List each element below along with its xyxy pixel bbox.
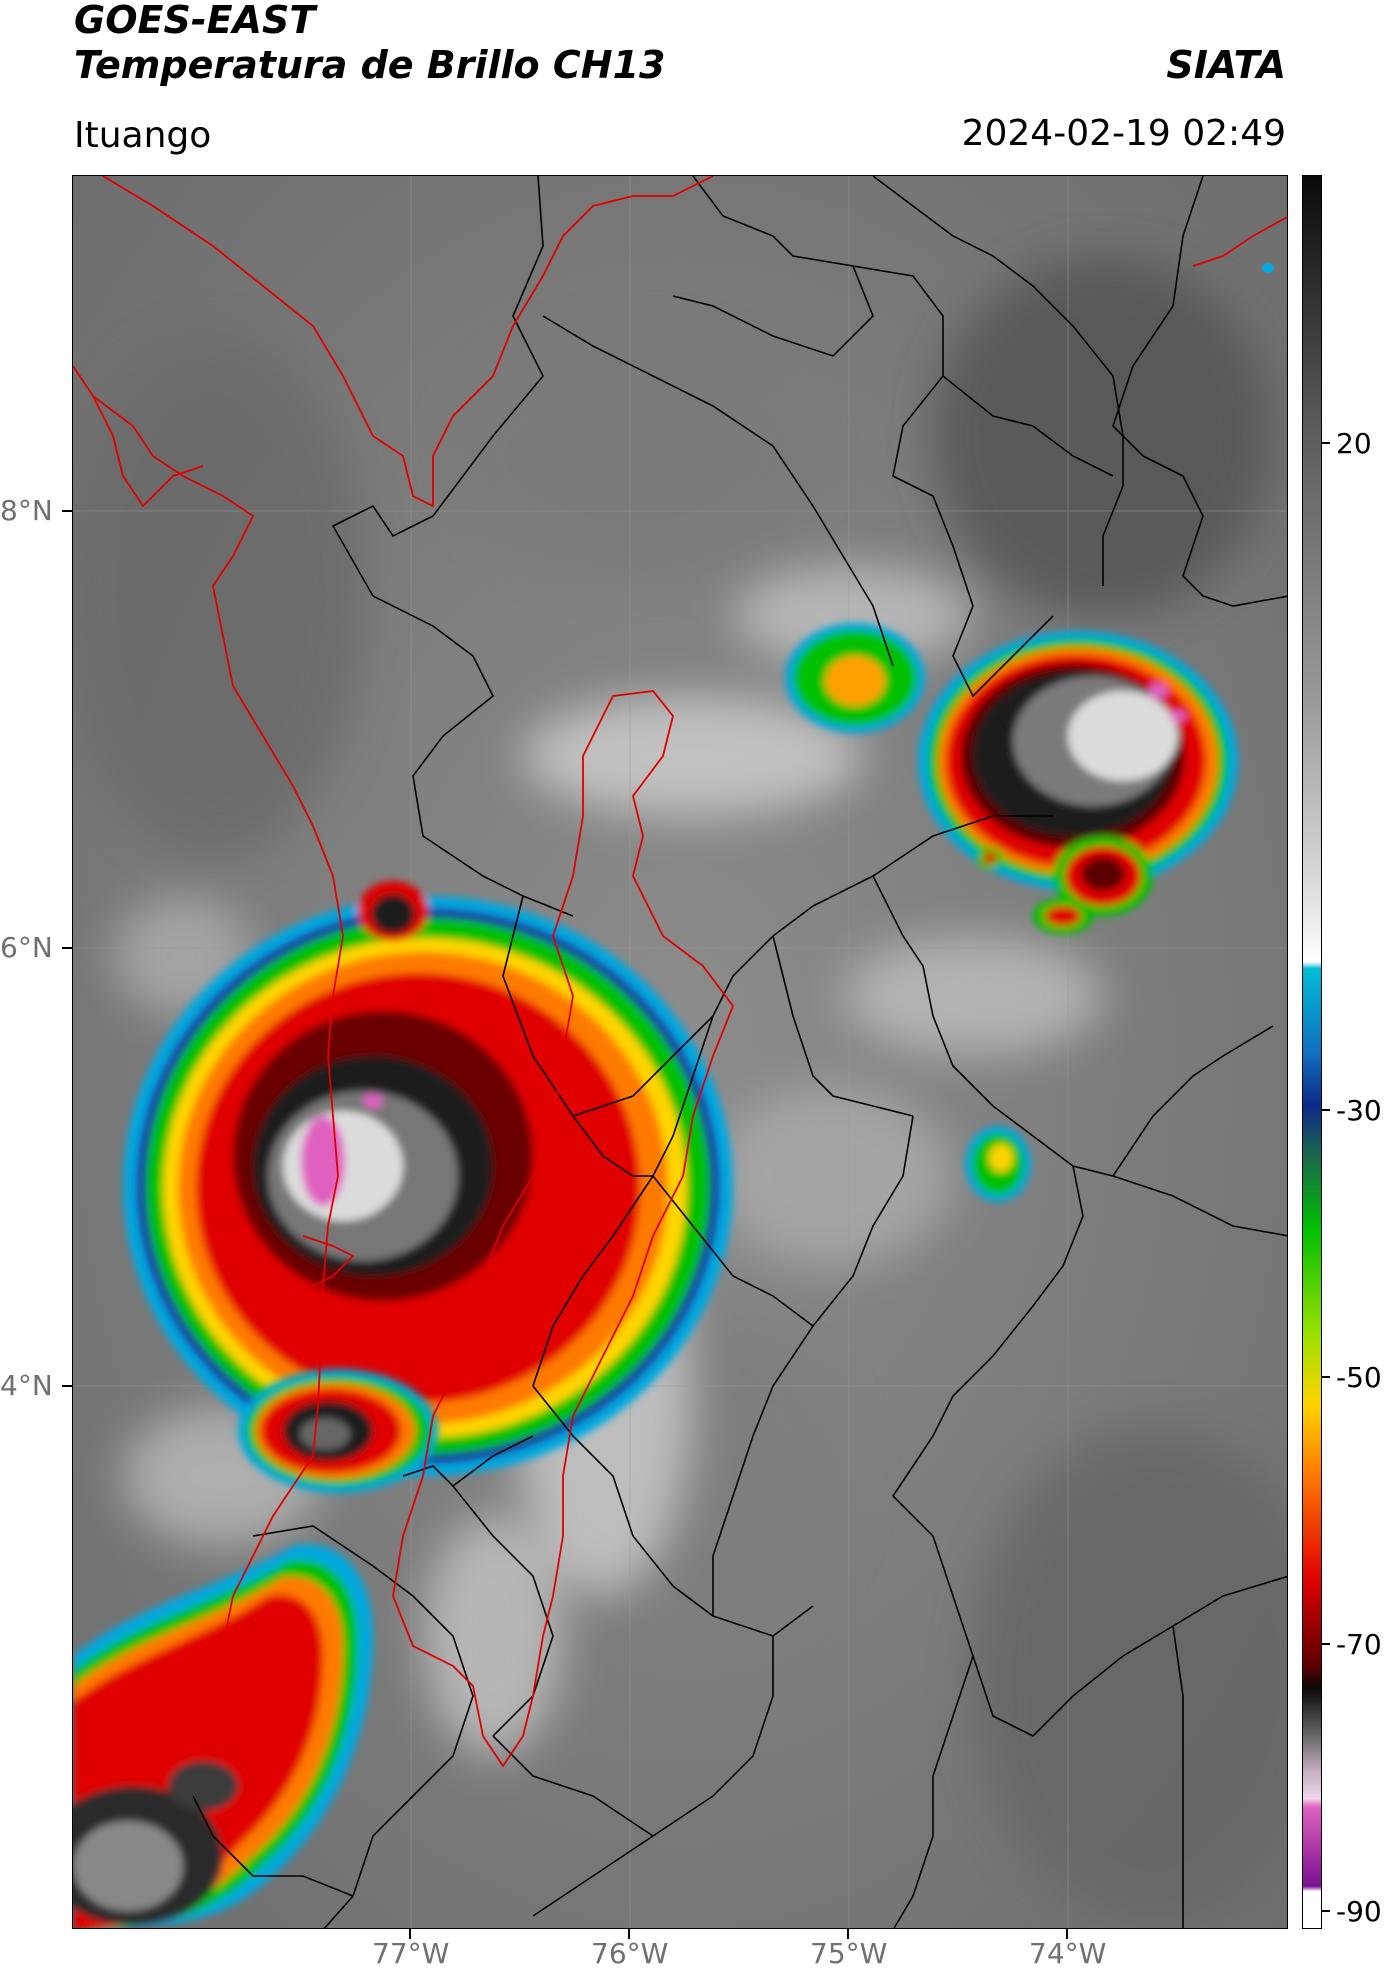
storm-cell-northeast (918, 631, 1238, 934)
colorbar-label: -70 (1336, 1628, 1382, 1661)
colorbar (1302, 175, 1322, 1929)
colorbar-tick (1322, 1376, 1330, 1378)
lat-tick (62, 1385, 72, 1387)
lon-label: 75°W (810, 1937, 888, 1970)
lon-label: 77°W (372, 1937, 450, 1970)
lon-tick (847, 1929, 849, 1939)
coastline-and-basin (73, 176, 1287, 1768)
storm-cell-east-small (785, 623, 925, 733)
lat-tick (62, 510, 72, 512)
storm-cell-isolated (965, 1126, 1031, 1202)
cloud-spot (1262, 263, 1274, 273)
lon-label: 76°W (591, 1937, 669, 1970)
colorbar-label: -50 (1336, 1361, 1382, 1394)
lat-label: 8°N (0, 494, 53, 527)
colorbar-tick (1322, 1109, 1330, 1111)
lon-tick (409, 1929, 411, 1939)
lon-tick (628, 1929, 630, 1939)
datetime-label: 2024-02-19 02:49 (961, 113, 1286, 154)
satellite-image (73, 176, 1287, 1928)
colorbar-label: 20 (1336, 427, 1372, 460)
colorbar-tick (1322, 442, 1330, 444)
region-label: Ituango (74, 115, 212, 156)
lon-tick (1066, 1929, 1068, 1939)
colorbar-tick (1322, 1643, 1330, 1645)
storm-cell-southwest (73, 1544, 373, 1928)
brand-label: SIATA (1166, 43, 1286, 87)
satellite-map[interactable] (72, 175, 1288, 1929)
admin-boundaries (192, 176, 1287, 1928)
satellite-title: GOES-EAST (74, 0, 316, 42)
product-title: Temperatura de Brillo CH13 (74, 43, 666, 87)
storm-cell-west (123, 881, 733, 1476)
storm-cell-south-coast (238, 1369, 438, 1493)
lon-label: 74°W (1029, 1937, 1107, 1970)
lat-label: 4°N (0, 1369, 53, 1402)
colorbar-tick (1322, 1910, 1330, 1912)
colorbar-label: -90 (1336, 1895, 1382, 1928)
lat-tick (62, 947, 72, 949)
colorbar-label: -30 (1336, 1094, 1382, 1127)
lat-label: 6°N (0, 931, 53, 964)
